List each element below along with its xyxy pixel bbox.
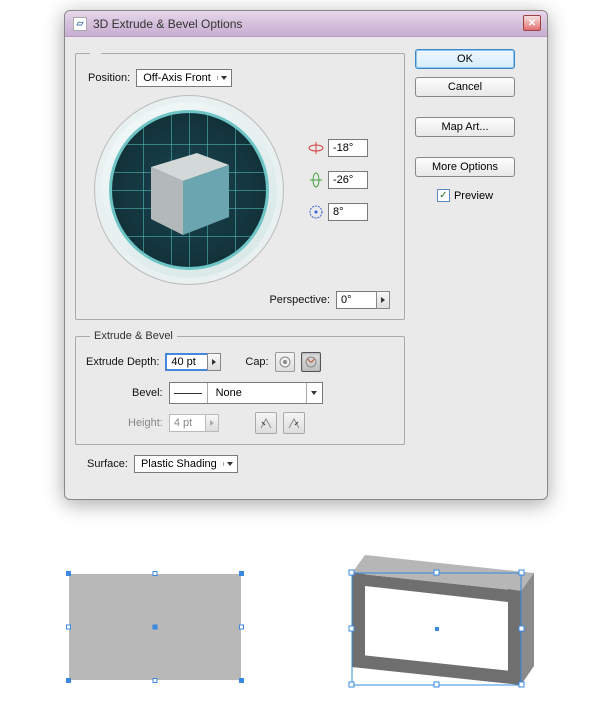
- extrude-depth-flyout[interactable]: [207, 353, 221, 371]
- map-art-button[interactable]: Map Art...: [415, 117, 515, 137]
- preview-checkbox-row[interactable]: ✓ Preview: [437, 189, 493, 202]
- bevel-extent-out-button[interactable]: [283, 412, 305, 434]
- surface-dropdown[interactable]: Plastic Shading: [134, 455, 238, 473]
- rotation-trackball[interactable]: [94, 95, 284, 285]
- extrude-bevel-legend: Extrude & Bevel: [90, 330, 177, 342]
- close-button[interactable]: ✕: [523, 15, 541, 31]
- bevel-preview-icon: [170, 383, 208, 403]
- cap-off-button[interactable]: [301, 352, 321, 372]
- rotate-z-icon: [308, 204, 324, 220]
- bevel-height-input: 4 pt: [169, 414, 205, 432]
- cancel-button[interactable]: Cancel: [415, 77, 515, 97]
- preview-checkbox[interactable]: ✓: [437, 189, 450, 202]
- dialog-3d-extrude-bevel: ▱ 3D Extrude & Bevel Options ✕ . Positio…: [64, 10, 548, 500]
- surface-label: Surface:: [87, 458, 128, 470]
- chevron-down-icon: [311, 391, 317, 395]
- perspective-flyout[interactable]: [376, 291, 390, 309]
- bevel-label: Bevel:: [132, 387, 163, 399]
- chevron-down-icon: [221, 76, 227, 80]
- titlebar[interactable]: ▱ 3D Extrude & Bevel Options ✕: [65, 11, 547, 37]
- chevron-down-icon: [227, 462, 233, 466]
- dialog-body: . Position: Off-Axis Front: [65, 37, 547, 499]
- extrude-depth-label: Extrude Depth:: [86, 356, 159, 368]
- rotate-y-input[interactable]: -26°: [328, 171, 368, 189]
- bevel-height-flyout: [205, 414, 219, 432]
- canvas-examples: [0, 543, 600, 703]
- more-options-button[interactable]: More Options: [415, 157, 515, 177]
- cap-on-button[interactable]: [275, 352, 295, 372]
- rotate-x-icon: [308, 140, 324, 156]
- rotate-z-input[interactable]: 8°: [328, 203, 368, 221]
- position-preset-dropdown[interactable]: Off-Axis Front: [136, 69, 232, 87]
- extrude-bevel-fieldset: Extrude & Bevel Extrude Depth: 40 pt Cap…: [75, 330, 405, 445]
- perspective-label: Perspective:: [269, 294, 330, 306]
- cube-preview: [129, 135, 249, 245]
- rotate-x-input[interactable]: -18°: [328, 139, 368, 157]
- ok-button[interactable]: OK: [415, 49, 515, 69]
- position-label: Position:: [88, 72, 130, 84]
- preview-label: Preview: [454, 190, 493, 202]
- bevel-height-label: Height:: [128, 417, 163, 429]
- app-icon: ▱: [73, 17, 87, 31]
- perspective-input[interactable]: 0°: [336, 291, 376, 309]
- position-preset-value: Off-Axis Front: [137, 72, 217, 84]
- rotate-y-icon: [308, 172, 324, 188]
- cap-label: Cap:: [245, 356, 268, 368]
- flat-rectangle-selected[interactable]: [69, 574, 241, 680]
- bevel-extent-in-button[interactable]: [255, 412, 277, 434]
- extrude-depth-input[interactable]: 40 pt: [165, 353, 207, 371]
- bevel-value: None: [208, 387, 306, 399]
- dialog-title: 3D Extrude & Bevel Options: [93, 17, 242, 31]
- extruded-box-selected[interactable]: [324, 549, 546, 704]
- position-fieldset: . Position: Off-Axis Front: [75, 47, 405, 320]
- bevel-dropdown[interactable]: None: [169, 382, 323, 404]
